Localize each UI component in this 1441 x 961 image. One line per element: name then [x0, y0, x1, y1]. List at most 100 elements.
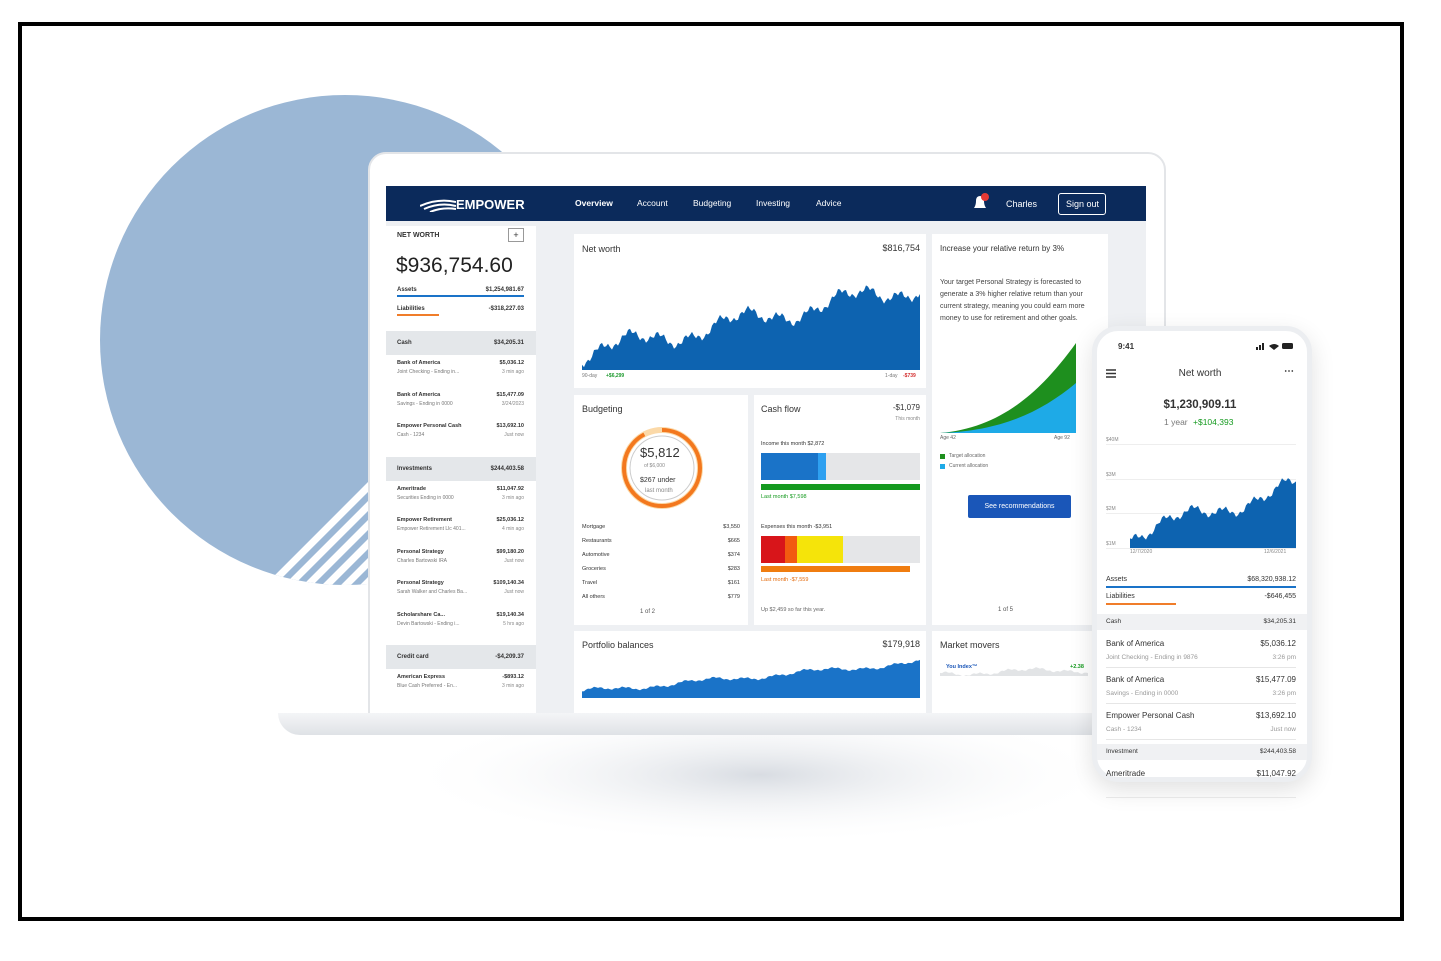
bell[interactable] [970, 193, 992, 213]
nav-link[interactable]: Advice [816, 198, 842, 208]
account-time: 3 min ago [502, 494, 524, 501]
account-detail: Joint Checking - Ending in... [397, 369, 460, 375]
account-time: 3 min ago [502, 683, 524, 689]
group-name[interactable]: Investments [397, 465, 433, 472]
assets-line [397, 295, 524, 297]
budget-amount: $779 [727, 594, 740, 600]
legend-swatch [940, 454, 945, 459]
account-value: $25,036.12 [496, 517, 524, 523]
account-name[interactable]: Personal Strategy [397, 580, 444, 586]
account-time: Just now [504, 589, 524, 595]
account-detail: Cash - 1234 [397, 432, 425, 438]
status-icons [1256, 343, 1293, 350]
date-label: 12/7/2020 [1130, 549, 1153, 555]
group-total: $244,403.58 [490, 465, 524, 472]
row-time: Just now [1270, 726, 1296, 733]
y-axis-label: $2M [1106, 506, 1116, 512]
card-title: Cash flow [761, 404, 801, 414]
expense-label: Expenses this month -$3,951 [761, 524, 833, 530]
pager[interactable]: 1 of 2 [640, 609, 656, 615]
row-divider [1106, 667, 1296, 668]
legend-swatch [940, 464, 945, 469]
row-name[interactable]: Bank of America [1106, 639, 1165, 648]
brand: EMPOWER [456, 197, 525, 212]
more-icon[interactable]: ⋯ [1284, 366, 1294, 377]
nav-link[interactable]: Overview [575, 198, 613, 208]
area-chart [582, 659, 920, 698]
account-name[interactable]: Scholarshare Ca... [397, 611, 445, 618]
account-name[interactable]: Empower Retirement [397, 517, 453, 523]
menu-icon[interactable] [1106, 369, 1116, 378]
account-name[interactable]: Bank of America [397, 391, 441, 398]
group-total: -$4,209.37 [495, 654, 524, 660]
card-value: $179,918 [882, 639, 920, 649]
assets-line [1106, 586, 1296, 588]
account-time: 5 hrs ago [503, 620, 524, 627]
y-axis-label: $1M [1106, 540, 1116, 547]
user-menu[interactable]: Charles [1006, 199, 1038, 209]
row-value: $244,403.58 [1259, 748, 1296, 755]
date-label: 12/6/2021 [1264, 549, 1287, 555]
age-start: Age 42 [940, 435, 956, 441]
expense-last: Last month -$7,559 [761, 577, 809, 583]
account-name[interactable]: American Express [397, 674, 445, 680]
stripe [290, 358, 370, 585]
liabilities-label: Liabilities [397, 306, 425, 312]
group-name[interactable]: Credit card [397, 654, 429, 660]
account-name[interactable]: Ameritrade [397, 485, 427, 492]
card-title: Increase your relative return by 3% [940, 244, 1065, 253]
account-value: -$893.12 [502, 674, 524, 680]
card-title: Portfolio balances [582, 640, 654, 650]
legend-label: Current allocation [949, 463, 989, 469]
legend-label: Target allocation [949, 453, 986, 459]
row-name[interactable]: Investment [1106, 748, 1138, 755]
add-button[interactable]: + [508, 228, 524, 242]
area [940, 667, 1088, 676]
account-name[interactable]: Personal Strategy [397, 548, 444, 555]
account-time: 4 min ago [502, 526, 524, 532]
grid-line [1106, 444, 1296, 445]
account-value: $15,477.09 [496, 391, 524, 398]
row-name[interactable]: Bank of America [1106, 675, 1165, 684]
row-name[interactable]: Empower Personal Cash [1106, 711, 1195, 720]
signout-button[interactable] [1058, 193, 1106, 215]
row-divider [1106, 739, 1296, 740]
recommend-button[interactable]: See recommendations [968, 495, 1071, 518]
budget-category: Mortgage [582, 524, 606, 530]
budget-period: last month [645, 488, 673, 494]
assets-label: Assets [1106, 576, 1128, 583]
assets-label: Assets [397, 287, 417, 293]
account-detail: Blue Cash Preferred - En... [397, 683, 458, 689]
left-label: 90-day [582, 373, 598, 379]
liabilities-value: -$318,227.03 [488, 306, 524, 312]
row-value: $11,047.92 [1256, 769, 1296, 778]
signout-label[interactable]: Sign out [1066, 199, 1100, 209]
stripe [309, 358, 370, 585]
allocation-chart [940, 343, 1076, 433]
account-value: $11,047.92 [496, 485, 524, 492]
row-name[interactable]: Ameritrade [1106, 769, 1146, 778]
y-axis-label: $40M [1106, 437, 1119, 443]
nav-link[interactable]: Investing [756, 198, 791, 208]
nav-link[interactable]: Account [637, 198, 668, 208]
grid-line [1106, 478, 1296, 480]
account-detail: Savings - Ending in 0000 [397, 400, 453, 407]
account-detail: Securities Ending in 0000 [397, 494, 454, 501]
account-name[interactable]: Bank of America [397, 360, 441, 366]
nav-bar [386, 186, 1146, 221]
laptop-base [278, 713, 1200, 735]
group-total: $34,205.31 [493, 340, 524, 346]
account-detail: Empower Retirement Llc 401... [397, 526, 466, 532]
group-name[interactable]: Cash [397, 340, 412, 346]
row-name[interactable]: Cash [1106, 618, 1122, 625]
account-name[interactable]: Empower Personal Cash [397, 423, 462, 429]
nav-link[interactable]: Budgeting [693, 198, 732, 208]
left-value: +$6,299 [606, 373, 625, 379]
assets-value: $68,320,938.12 [1247, 576, 1296, 583]
frame [18, 22, 1404, 921]
logo-mark [420, 199, 456, 212]
phone [1092, 326, 1312, 782]
pager[interactable]: 1 of 5 [998, 607, 1014, 613]
card-value: -$1,079 [892, 403, 920, 412]
